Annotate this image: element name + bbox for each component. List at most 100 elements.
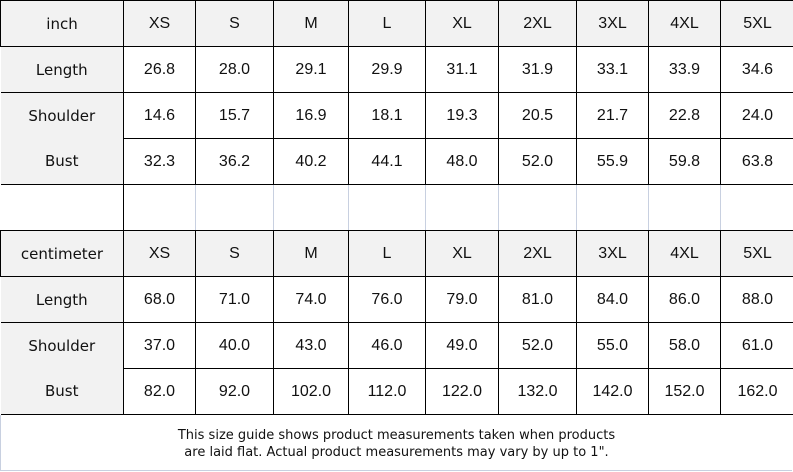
size-header-l: L [348, 0, 426, 47]
measurement-cell: 162.0 [720, 368, 793, 415]
size-header-m: M [273, 0, 349, 47]
measurement-cell: 59.8 [648, 138, 721, 185]
table-row: Length 26.8 28.0 29.1 29.9 31.1 31.9 33.1 33.9 34… [0, 46, 793, 93]
size-header-s: S [195, 230, 274, 277]
size-header-xl: XL [425, 230, 499, 277]
cm-header-row: centimeter XS S M L XL 2XL 3XL 4XL 5XL [0, 230, 793, 277]
note-line-1: This size guide shows product measuremen… [177, 428, 616, 443]
measurement-cell: 86.0 [648, 276, 721, 323]
measurement-cell: 55.0 [576, 322, 649, 369]
measurement-cell: 15.7 [195, 92, 274, 139]
measurement-cell: 31.1 [425, 46, 499, 93]
empty-cell [498, 184, 577, 231]
table-row: Bust 82.0 92.0 102.0 112.0 122.0 132.0 142.0 152… [0, 368, 793, 415]
measurement-cell: 29.9 [348, 46, 426, 93]
measurement-cell: 63.8 [720, 138, 793, 185]
measurement-cell: 14.6 [123, 92, 196, 139]
empty-cell [576, 184, 649, 231]
measurement-cell: 74.0 [273, 276, 349, 323]
measurement-cell: 84.0 [576, 276, 649, 323]
measurement-cell: 43.0 [273, 322, 349, 369]
measurement-cell: 21.7 [576, 92, 649, 139]
measurement-cell: 112.0 [348, 368, 426, 415]
size-guide-note: This size guide shows product measuremen… [0, 415, 792, 471]
empty-cell [720, 184, 793, 231]
measurement-cell: 33.9 [648, 46, 721, 93]
size-header-xs: XS [123, 0, 196, 47]
measurement-cell: 36.2 [195, 138, 274, 185]
size-header-s: S [195, 0, 274, 47]
measurement-cell: 40.2 [273, 138, 349, 185]
measurement-cell: 37.0 [123, 322, 196, 369]
measurement-cell: 76.0 [348, 276, 426, 323]
measurement-cell: 92.0 [195, 368, 274, 415]
measurement-cell: 40.0 [195, 322, 274, 369]
row-label-length: Length [0, 276, 124, 323]
measurement-cell: 81.0 [498, 276, 577, 323]
unit-label: centimeter [0, 230, 124, 277]
table-row: Shoulder 37.0 40.0 43.0 46.0 49.0 52.0 55.0 58.0… [0, 322, 793, 369]
measurement-cell: 102.0 [273, 368, 349, 415]
measurement-cell: 88.0 [720, 276, 793, 323]
size-chart-table: inch XS S M L XL 2XL 3XL 4XL 5XL Length 26.8 28.0 29.… [0, 0, 793, 415]
measurement-cell: 32.3 [123, 138, 196, 185]
measurement-cell: 152.0 [648, 368, 721, 415]
size-header-5xl: 5XL [720, 230, 793, 277]
measurement-cell: 122.0 [425, 368, 499, 415]
row-label-bust: Bust [0, 138, 124, 185]
empty-cell [273, 184, 349, 231]
size-header-xl: XL [425, 0, 499, 47]
measurement-cell: 132.0 [498, 368, 577, 415]
measurement-cell: 20.5 [498, 92, 577, 139]
size-header-l: L [348, 230, 426, 277]
measurement-cell: 34.6 [720, 46, 793, 93]
measurement-cell: 52.0 [498, 138, 577, 185]
measurement-cell: 24.0 [720, 92, 793, 139]
measurement-cell: 44.1 [348, 138, 426, 185]
measurement-cell: 61.0 [720, 322, 793, 369]
empty-cell [0, 184, 124, 231]
measurement-cell: 48.0 [425, 138, 499, 185]
empty-cell [195, 184, 274, 231]
measurement-cell: 52.0 [498, 322, 577, 369]
size-header-m: M [273, 230, 349, 277]
measurement-cell: 46.0 [348, 322, 426, 369]
measurement-cell: 55.9 [576, 138, 649, 185]
size-header-xs: XS [123, 230, 196, 277]
row-label-bust: Bust [0, 368, 124, 415]
measurement-cell: 33.1 [576, 46, 649, 93]
measurement-cell: 29.1 [273, 46, 349, 93]
measurement-cell: 31.9 [498, 46, 577, 93]
size-header-2xl: 2XL [498, 0, 577, 47]
note-line-2: are laid flat. Actual product measuremen… [184, 445, 609, 460]
measurement-cell: 28.0 [195, 46, 274, 93]
size-header-5xl: 5XL [720, 0, 793, 47]
measurement-cell: 49.0 [425, 322, 499, 369]
measurement-cell: 79.0 [425, 276, 499, 323]
size-header-4xl: 4XL [648, 230, 721, 277]
measurement-cell: 82.0 [123, 368, 196, 415]
measurement-cell: 16.9 [273, 92, 349, 139]
empty-cell [425, 184, 499, 231]
measurement-cell: 142.0 [576, 368, 649, 415]
empty-cell [123, 184, 196, 231]
measurement-cell: 68.0 [123, 276, 196, 323]
empty-cell [348, 184, 426, 231]
table-row: Length 68.0 71.0 74.0 76.0 79.0 81.0 84.0 86.0 88… [0, 276, 793, 323]
table-row: Bust 32.3 36.2 40.2 44.1 48.0 52.0 55.9 59.8 63.8 [0, 138, 793, 185]
size-header-2xl: 2XL [498, 230, 577, 277]
measurement-cell: 71.0 [195, 276, 274, 323]
row-label-shoulder: Shoulder [0, 92, 124, 139]
table-row: Shoulder 14.6 15.7 16.9 18.1 19.3 20.5 21.7 22.8… [0, 92, 793, 139]
measurement-cell: 58.0 [648, 322, 721, 369]
size-header-3xl: 3XL [576, 0, 649, 47]
unit-label: inch [0, 0, 124, 47]
size-header-4xl: 4XL [648, 0, 721, 47]
empty-cell [648, 184, 721, 231]
spacer-row [0, 184, 793, 231]
measurement-cell: 26.8 [123, 46, 196, 93]
measurement-cell: 18.1 [348, 92, 426, 139]
row-label-shoulder: Shoulder [0, 322, 124, 369]
measurement-cell: 19.3 [425, 92, 499, 139]
row-label-length: Length [0, 46, 124, 93]
